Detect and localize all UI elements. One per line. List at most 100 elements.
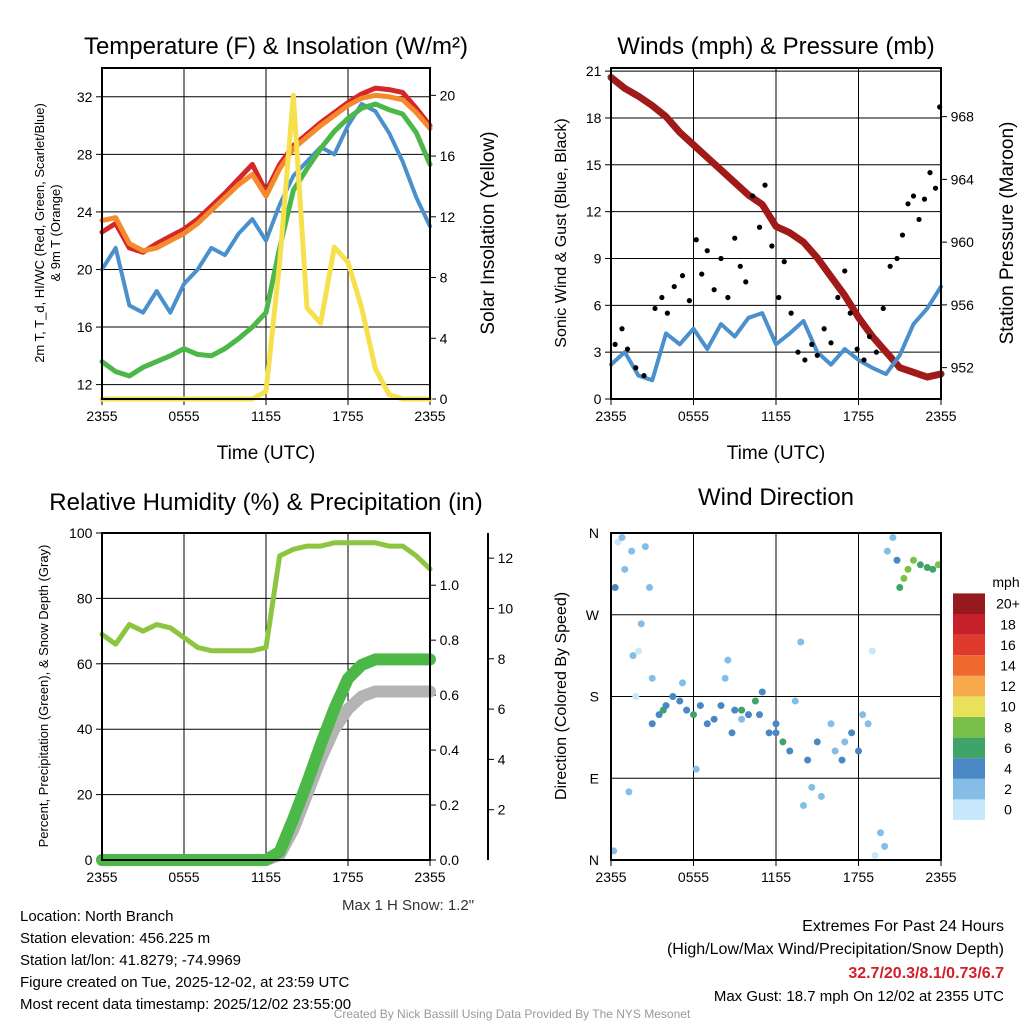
direction-label: S: [590, 689, 599, 705]
direction-point: [679, 679, 686, 687]
direction-point: [635, 647, 642, 655]
left-y-tick-label: 0: [594, 391, 602, 407]
gust-point: [861, 357, 867, 363]
legend-swatch: [953, 634, 985, 656]
direction-point: [710, 715, 718, 723]
x-tick-label: 2355: [925, 869, 956, 885]
max-gust: Max Gust: 18.7 mph On 12/02 at 2355 UTC: [713, 988, 1004, 1005]
left-y-tick-label: 16: [77, 319, 93, 335]
right-y-tick-label: 16: [440, 148, 456, 164]
right-y-tick-label: 12: [498, 550, 514, 566]
direction-point: [923, 564, 931, 572]
extremes-subtitle: (High/Low/Max Wind/Precipitation/Snow De…: [666, 941, 1004, 958]
credit: Created By Nick Bassill Using Data Provi…: [333, 1007, 691, 1021]
legend-label: 0: [1004, 802, 1012, 818]
gust-point: [814, 352, 820, 358]
direction-point: [804, 756, 812, 764]
gust-point: [612, 341, 618, 347]
direction-point: [692, 765, 700, 773]
legend-label: 8: [1004, 719, 1012, 735]
right-y-tick-label: 0.6: [440, 687, 460, 703]
gust-point: [624, 346, 631, 352]
y-axis-label: 2m T, T_d, HI/WC (Red, Green, Scarlet/Bl…: [32, 103, 47, 363]
gust-point: [686, 298, 692, 304]
gust-point: [873, 349, 879, 355]
latlon: Station lat/lon: 41.8279; -74.9969: [20, 952, 242, 969]
right-y-tick-label: 20: [440, 87, 456, 103]
gust-point: [795, 349, 801, 355]
gust-point: [633, 365, 639, 371]
gust-point: [776, 294, 782, 301]
plot-frame: [101, 532, 431, 861]
right-y-tick-label: 0.2: [440, 797, 460, 813]
direction-point: [831, 747, 839, 755]
direction-point: [929, 565, 937, 573]
left-y-tick-label: 0: [85, 852, 93, 868]
left-y-tick-label: 20: [77, 787, 93, 803]
gust-point: [899, 232, 906, 238]
chart-title: Wind Direction: [698, 484, 854, 511]
x-tick-label: 1155: [761, 408, 791, 424]
direction-point: [772, 729, 780, 737]
right-y-tick-label: 2: [498, 802, 506, 818]
x-tick-label: 2355: [414, 869, 445, 885]
gust-point: [769, 243, 775, 249]
left-y-tick-label: 18: [586, 110, 602, 126]
direction-label: W: [586, 607, 600, 623]
series-station-pressure: [607, 73, 945, 381]
direction-point: [791, 697, 799, 705]
direction-point: [662, 702, 670, 710]
x-tick-label: 0555: [678, 869, 709, 885]
right-y-tick-label: 0.0: [440, 852, 460, 868]
gust-point: [910, 193, 917, 199]
elevation: Station elevation: 456.225 m: [20, 930, 211, 947]
direction-point: [797, 638, 805, 646]
left-y-tick-label: 32: [77, 89, 93, 105]
direction-point: [855, 747, 862, 755]
y2-axis-label: Solar Insolation (Yellow): [478, 131, 499, 334]
x-tick-label: 0555: [168, 869, 199, 885]
direction-point: [772, 720, 780, 728]
x-tick-label: 1755: [843, 869, 874, 885]
direction-point: [690, 711, 697, 719]
direction-point: [877, 829, 884, 837]
legend-swatch: [953, 593, 985, 614]
max-snow-annotation: Max 1 H Snow: 1.2": [342, 897, 475, 914]
gust-point: [732, 235, 738, 241]
gust-point: [835, 294, 841, 301]
direction-point: [889, 534, 897, 542]
extremes-title: Extremes For Past 24 Hours: [802, 918, 1004, 935]
gust-point: [750, 193, 756, 199]
legend-swatch: [953, 758, 985, 779]
gust-point: [641, 372, 647, 379]
direction-point: [808, 783, 816, 791]
series-sonic-wind: [609, 284, 943, 383]
series-dew-point: [99, 101, 433, 379]
direction-point: [817, 792, 825, 800]
gust-point: [762, 182, 768, 188]
x-tick-label: 1755: [332, 408, 363, 424]
legend-label: 14: [1000, 658, 1016, 674]
direction-label: E: [590, 770, 599, 786]
y2-axis-label: Station Pressure (Maroon): [997, 122, 1018, 345]
gust-point: [905, 201, 911, 207]
direction-point: [676, 697, 684, 705]
x-tick-label: 1755: [843, 408, 874, 424]
x-axis-label: Time (UTC): [727, 443, 826, 464]
gust-point: [679, 273, 686, 279]
direction-point: [629, 652, 637, 660]
x-tick-label: 2355: [925, 408, 956, 424]
left-y-tick-label: 6: [594, 297, 602, 313]
left-y-tick-label: 28: [77, 146, 93, 162]
y-axis-label: Direction (Colored By Speed): [553, 592, 570, 800]
direction-point: [703, 720, 711, 728]
gust-point: [652, 305, 658, 312]
gust-point: [809, 341, 815, 347]
left-y-tick-label: 60: [77, 656, 93, 672]
x-tick-label: 1155: [251, 869, 281, 885]
gust-point: [664, 310, 670, 316]
gust-point: [916, 216, 922, 223]
gust-point: [847, 310, 853, 316]
legend-label: 4: [1004, 761, 1012, 777]
